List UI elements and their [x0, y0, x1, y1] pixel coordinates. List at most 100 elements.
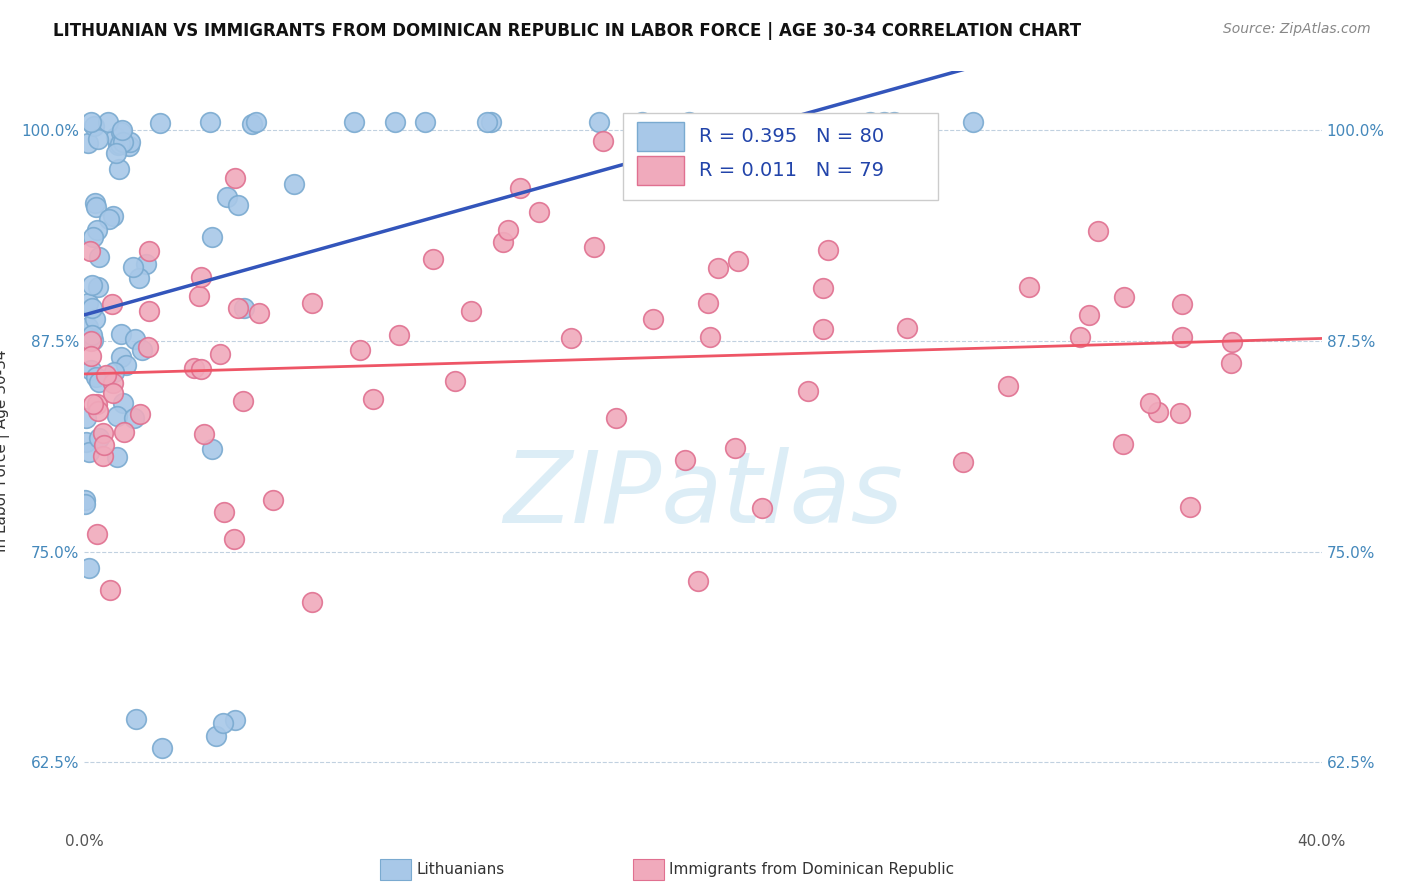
Point — [224, 170, 246, 185]
Point — [232, 393, 254, 408]
Point — [80, 349, 103, 363]
Point — [82, 333, 104, 347]
Point — [883, 115, 905, 129]
Point — [94, 368, 117, 382]
Point — [83, 119, 105, 133]
Point — [86, 397, 108, 411]
Point — [1180, 500, 1202, 514]
Point — [200, 442, 222, 456]
Point — [105, 450, 128, 465]
Point — [77, 445, 100, 459]
Point — [98, 212, 121, 227]
Point — [105, 409, 128, 423]
Point — [1170, 406, 1192, 420]
Text: Source: ZipAtlas.com: Source: ZipAtlas.com — [1223, 22, 1371, 37]
Text: R = 0.011   N = 79: R = 0.011 N = 79 — [699, 161, 884, 180]
Point — [75, 492, 97, 507]
Point — [87, 280, 110, 294]
Point — [125, 712, 148, 726]
Point — [79, 334, 101, 348]
Point — [1220, 334, 1243, 349]
Point — [75, 411, 97, 425]
Point — [128, 407, 150, 421]
Point — [101, 376, 124, 390]
Point — [124, 332, 146, 346]
Point — [631, 115, 654, 129]
FancyBboxPatch shape — [623, 113, 938, 201]
Point — [997, 379, 1019, 393]
Text: ZIPatlas: ZIPatlas — [503, 448, 903, 544]
Point — [582, 240, 605, 254]
Point — [217, 190, 239, 204]
Point — [80, 277, 103, 292]
Point — [1018, 279, 1040, 293]
Point — [1139, 396, 1161, 410]
Point — [301, 295, 323, 310]
Point — [751, 500, 773, 515]
Point — [605, 410, 627, 425]
Point — [233, 301, 256, 315]
Point — [89, 375, 111, 389]
Point — [363, 392, 385, 407]
Point — [110, 136, 132, 151]
Point — [641, 311, 664, 326]
Point — [479, 115, 502, 129]
Point — [86, 223, 108, 237]
Text: Lithuanians: Lithuanians — [416, 863, 505, 877]
Point — [77, 136, 100, 150]
Point — [82, 397, 104, 411]
Point — [105, 129, 128, 144]
Point — [707, 261, 730, 276]
Point — [724, 441, 747, 455]
Point — [131, 343, 153, 357]
Point — [224, 532, 246, 546]
Point — [76, 320, 98, 334]
Point — [699, 330, 721, 344]
Point — [1112, 436, 1135, 450]
Point — [101, 385, 124, 400]
Point — [527, 205, 550, 219]
Point — [413, 115, 436, 129]
Point — [82, 301, 104, 316]
Point — [98, 583, 121, 598]
Point — [1078, 308, 1101, 322]
Point — [80, 115, 103, 129]
Point — [592, 134, 614, 148]
Point — [509, 181, 531, 195]
Point — [112, 136, 135, 150]
Point — [560, 330, 582, 344]
Point — [150, 740, 173, 755]
Point — [110, 125, 132, 139]
Point — [87, 250, 110, 264]
Point — [193, 426, 215, 441]
Point — [93, 425, 115, 440]
Text: R = 0.395   N = 80: R = 0.395 N = 80 — [699, 127, 884, 146]
Point — [84, 369, 107, 384]
Point — [115, 359, 138, 373]
Point — [138, 244, 160, 259]
Point — [75, 435, 97, 450]
Point — [813, 281, 835, 295]
Point — [1171, 297, 1194, 311]
Point — [80, 327, 103, 342]
Point — [301, 595, 323, 609]
Point — [896, 321, 918, 335]
FancyBboxPatch shape — [637, 122, 685, 151]
Point — [101, 297, 124, 311]
Point — [128, 271, 150, 285]
Point — [384, 115, 406, 129]
Point — [214, 505, 236, 519]
Point — [817, 243, 839, 257]
Point — [240, 117, 263, 131]
Point — [101, 209, 124, 223]
Point — [208, 346, 231, 360]
Point — [190, 361, 212, 376]
Point — [118, 138, 141, 153]
Point — [422, 252, 444, 266]
Point — [475, 115, 498, 129]
Point — [108, 161, 131, 176]
Point — [588, 115, 610, 129]
Point — [80, 362, 103, 376]
Point — [83, 312, 105, 326]
Point — [245, 115, 267, 129]
